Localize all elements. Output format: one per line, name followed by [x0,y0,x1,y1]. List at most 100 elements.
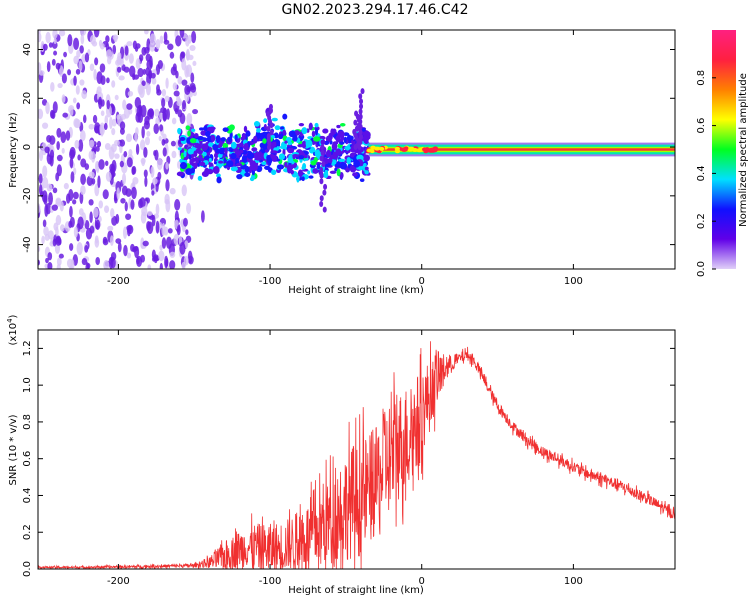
spectrogram-speckle-mark [55,197,62,205]
spectrogram-speckle-mark [186,86,192,93]
spectrogram-speckle-mark [88,123,95,130]
spectrogram-speckle-mark [116,114,121,120]
spectrogram-spike-mark [319,178,324,185]
spectrogram-speckle-mark [134,131,138,143]
spectrogram-speckle-mark [109,116,113,130]
spectrogram-band-mark [187,148,194,155]
spectrogram-band-mark [316,163,321,170]
spectrogram-speckle-mark [142,240,149,247]
spectrogram-speckle-mark [128,53,134,64]
spectrogram-speckle-mark [180,51,186,58]
spectrogram-spike-mark [359,103,364,110]
spectrogram-speckle-mark [126,157,133,168]
spectrogram-spike-mark [320,149,325,156]
spectrogram-speckle-mark [150,72,156,79]
spectrogram-speckle-mark [150,166,155,178]
spectrogram-band-mark [236,173,243,180]
spectrogram-speckle-mark [132,246,137,253]
spectrogram-band-mark [243,142,249,150]
spectrogram-spike-mark [319,166,324,173]
spectrogram-speckle-mark [73,37,80,50]
spectrogram-speckle-mark [151,214,156,227]
spectrogram-speckle-mark [89,225,95,234]
spectrogram-band-mark [271,155,278,162]
spectrogram-band-mark [230,166,238,172]
spectrogram-speckle-mark [158,250,165,262]
spectrogram-speckle-mark [155,117,160,126]
spectrogram-speckle-mark [42,219,47,228]
spectrogram-speckle-mark [165,161,169,170]
spectrogram-speckle-mark [162,111,167,122]
spectrogram-band-mark [359,178,365,182]
spectrogram-band-mark [212,166,220,174]
spectrogram-speckle-mark [38,32,42,43]
spectrogram-speckle-mark [41,176,49,189]
spectrogram-y-axis-label: Frequency (Hz) [8,112,19,188]
spectrogram-band-mark [287,141,293,146]
spectrogram-line-speckle [403,146,409,151]
spectrogram-band-mark [345,149,351,154]
spectrogram-speckle-mark [125,213,132,220]
spectrogram-speckle-mark [97,175,101,189]
spectrogram-band-mark [261,161,267,166]
spectrogram-speckle-mark [189,82,196,91]
spectrogram-speckle-mark [45,257,49,264]
spectrogram-speckle-mark [80,185,86,196]
spectrogram-x-tick-label: -100 [259,276,282,287]
spectrogram-band-mark [364,139,369,145]
spectrogram-speckle-mark [99,63,106,73]
spectrogram-band-mark [187,130,191,137]
spectrogram-speckle-mark [121,64,126,72]
spectrogram-speckle-mark [51,58,56,66]
spectrogram-line-speckle [394,146,400,151]
spectrogram-spike-mark [356,122,361,129]
spectrogram-band-mark [322,128,329,134]
spectrogram-speckle-mark [56,257,62,267]
spectrogram-speckle-mark [105,35,110,43]
spectrogram-speckle-mark [171,150,177,159]
spectrogram-band-mark [197,135,204,141]
spectrogram-speckle-mark [169,260,176,269]
spectrogram-band-mark [176,171,184,177]
spectrogram-speckle-mark [79,79,85,86]
snr-plot: -200 -100 0 100 0.0 0.2 0.4 0.6 0.8 1.0 1.2 Heigh… [6,314,676,596]
spectrogram-band-mark [331,128,337,135]
spectrogram-band-mark [262,138,267,144]
colorbar-tick-label: 0.8 [696,70,707,86]
spectrogram-band-mark [197,175,203,181]
spectrogram-speckle-mark [102,238,109,246]
spectrogram-speckle-mark [105,160,109,167]
spectrogram-speckle-mark [179,30,185,38]
spectrogram-speckle-mark [144,176,148,188]
spectrogram-band-mark [312,168,319,174]
spectrogram-spike-mark [360,88,365,95]
spectrogram-speckle-mark [161,223,166,236]
spectrogram-speckle-mark [57,82,63,89]
spectrogram-speckle-mark [38,30,41,35]
spectrogram-line-speckle [379,146,385,151]
spectrogram-speckle-mark [176,224,181,236]
spectrogram-speckle-mark [191,30,197,44]
spectrogram-band-mark [335,135,341,143]
spectrogram-speckle-mark [124,201,128,212]
spectrogram-speckle-mark [171,117,177,125]
spectrogram-speckle-mark [186,112,193,126]
spectrogram-speckle-mark [153,123,160,135]
spectrogram-speckle-mark [51,204,58,211]
snr-y-axis-label: SNR (10 * v/v) [8,414,19,485]
spectrogram-band-mark [284,140,288,144]
spectrogram-speckle-mark [44,146,50,154]
spectrogram-band-mark [292,134,298,142]
spectrogram-speckle-mark [58,30,66,37]
spectrogram-band-mark [301,140,307,149]
spectrogram-speckle-mark [161,89,167,97]
spectrogram-speckle-mark [181,79,188,86]
spectrogram-speckle-mark [183,217,188,227]
spectrogram-speckle-mark [80,34,85,45]
spectrogram-band-mark [314,149,319,157]
spectrogram-band-mark [238,149,244,154]
spectrogram-speckle-mark [137,83,144,95]
snr-multiplier-label: (x104) [6,314,19,345]
spectrogram-speckle-mark [93,30,100,38]
spectrogram-x-tick-label: 100 [564,276,583,287]
